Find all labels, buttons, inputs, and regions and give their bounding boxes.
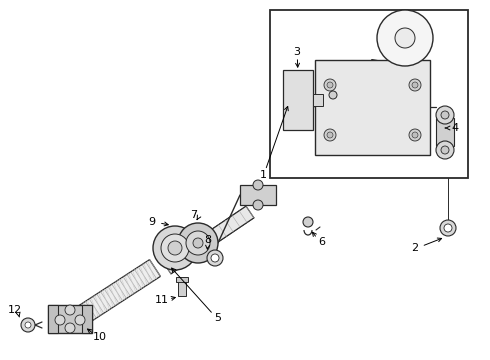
- Text: 7: 7: [191, 210, 197, 220]
- Circle shape: [193, 238, 203, 248]
- Bar: [82, 305, 92, 333]
- Circle shape: [75, 315, 85, 325]
- Circle shape: [178, 223, 218, 263]
- Circle shape: [207, 250, 223, 266]
- Circle shape: [168, 241, 182, 255]
- Bar: [313, 94, 323, 106]
- Circle shape: [324, 129, 336, 141]
- Circle shape: [441, 111, 449, 119]
- Circle shape: [440, 220, 456, 236]
- Circle shape: [303, 217, 313, 227]
- Circle shape: [25, 322, 31, 328]
- Text: 6: 6: [318, 237, 325, 247]
- Text: 5: 5: [215, 313, 221, 323]
- Text: 2: 2: [412, 243, 418, 253]
- Bar: [315, 60, 430, 155]
- Bar: [48, 305, 58, 333]
- Bar: [283, 70, 313, 130]
- Circle shape: [395, 28, 415, 48]
- Circle shape: [65, 305, 75, 315]
- Circle shape: [436, 106, 454, 124]
- Circle shape: [409, 129, 421, 141]
- Circle shape: [253, 200, 263, 210]
- Circle shape: [327, 82, 333, 88]
- Bar: [178, 280, 186, 296]
- Text: 9: 9: [148, 217, 155, 227]
- Circle shape: [65, 323, 75, 333]
- Circle shape: [324, 79, 336, 91]
- Circle shape: [412, 82, 418, 88]
- Text: 10: 10: [93, 332, 107, 342]
- Bar: [270, 10, 468, 178]
- Text: 4: 4: [451, 123, 459, 133]
- Text: 11: 11: [155, 295, 169, 305]
- Text: 12: 12: [8, 305, 22, 315]
- Circle shape: [329, 91, 337, 99]
- Circle shape: [186, 231, 210, 255]
- Polygon shape: [163, 206, 254, 274]
- Circle shape: [409, 79, 421, 91]
- Bar: [436, 118, 454, 146]
- Text: 1: 1: [260, 170, 267, 180]
- Text: 3: 3: [294, 47, 300, 57]
- Bar: [240, 185, 276, 205]
- Bar: [176, 277, 188, 282]
- Circle shape: [21, 318, 35, 332]
- Circle shape: [211, 254, 219, 262]
- Circle shape: [412, 132, 418, 138]
- Text: 8: 8: [204, 235, 212, 245]
- Bar: [48, 305, 92, 333]
- Circle shape: [253, 180, 263, 190]
- Polygon shape: [67, 260, 160, 330]
- Circle shape: [441, 146, 449, 154]
- Circle shape: [444, 224, 452, 232]
- Circle shape: [161, 234, 189, 262]
- Circle shape: [153, 226, 197, 270]
- Circle shape: [327, 132, 333, 138]
- Circle shape: [55, 315, 65, 325]
- Circle shape: [377, 10, 433, 66]
- Circle shape: [436, 141, 454, 159]
